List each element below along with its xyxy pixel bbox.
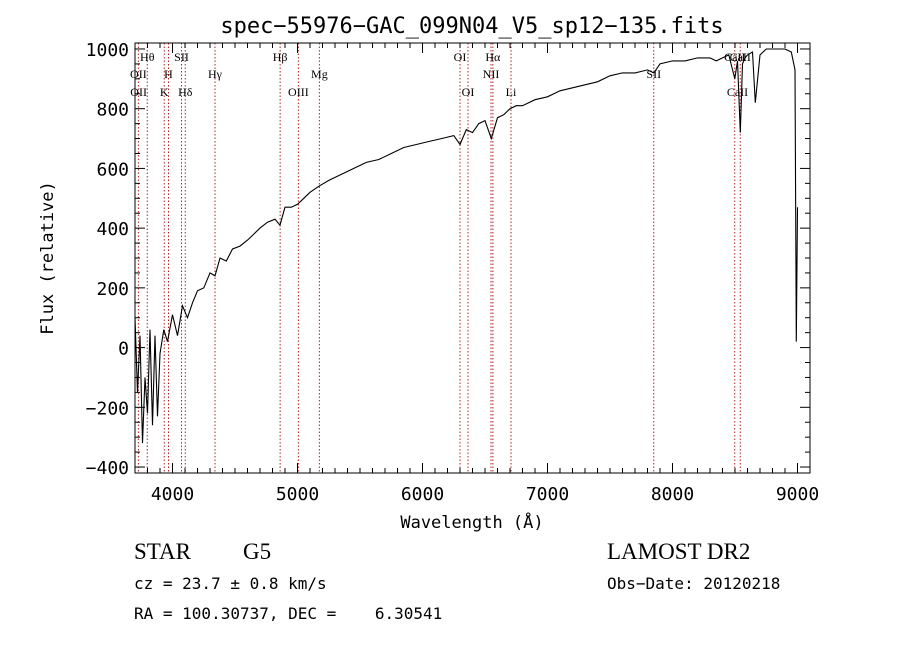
coordinates: RA = 100.30737, DEC = 6.30541 (134, 604, 443, 623)
y-axis-ticks: −400 −200 0 200 400 600 800 1000 (86, 40, 810, 479)
x-tick-label: 5000 (276, 484, 319, 505)
chart-title: spec−55976−GAC_099N04_V5_sp12−135.fits (220, 14, 723, 39)
line-label: CaII (730, 50, 751, 64)
line-label: Li (506, 85, 517, 99)
y-tick-label: 600 (96, 159, 129, 180)
x-tick-label: 9000 (776, 484, 819, 505)
y-tick-label: 1000 (86, 40, 129, 61)
y-tick-label: 400 (96, 219, 129, 240)
line-label: OI (462, 85, 475, 99)
y-tick-label: −400 (86, 458, 129, 479)
y-tick-label: −200 (86, 398, 129, 419)
y-tick-label: 200 (96, 279, 129, 300)
line-label: Hα (485, 50, 501, 64)
line-label: SII (174, 50, 189, 64)
line-label: OII (130, 67, 147, 81)
line-label: K (160, 85, 169, 99)
line-label: OII (130, 85, 147, 99)
survey-name: LAMOST DR2 (607, 539, 751, 564)
obs-date: Obs−Date: 20120218 (607, 574, 781, 593)
line-label: OIII (288, 85, 309, 99)
line-label: Hγ (208, 67, 223, 81)
x-tick-label: 8000 (651, 484, 694, 505)
line-label: NII (483, 67, 500, 81)
object-type: STAR (134, 539, 191, 564)
x-tick-label: 6000 (401, 484, 444, 505)
x-axis-ticks: 4000 5000 6000 7000 8000 9000 (147, 43, 819, 505)
line-label: Hδ (178, 85, 193, 99)
subclass: G5 (243, 539, 272, 564)
line-label: H (164, 67, 173, 81)
plot-frame (134, 42, 811, 474)
line-label: CaII (724, 50, 745, 64)
x-tick-label: 4000 (151, 484, 194, 505)
y-axis-label: Flux (relative) (38, 181, 58, 335)
y-tick-label: 800 (96, 100, 129, 121)
line-label: Mg (311, 67, 328, 81)
line-label: OI (454, 50, 467, 64)
line-label: SII (646, 67, 661, 81)
line-label: Hθ (140, 50, 155, 64)
line-label: CaII (727, 85, 748, 99)
emission-line-markers (137, 43, 741, 473)
redshift-value: cz = 23.7 ± 0.8 km/s (134, 574, 327, 593)
x-tick-label: 7000 (526, 484, 569, 505)
line-label: Hβ (273, 50, 288, 64)
y-tick-label: 0 (118, 339, 129, 360)
x-axis-label: Wavelength (Å) (400, 511, 543, 533)
spectrum-series-line (134, 48, 799, 444)
